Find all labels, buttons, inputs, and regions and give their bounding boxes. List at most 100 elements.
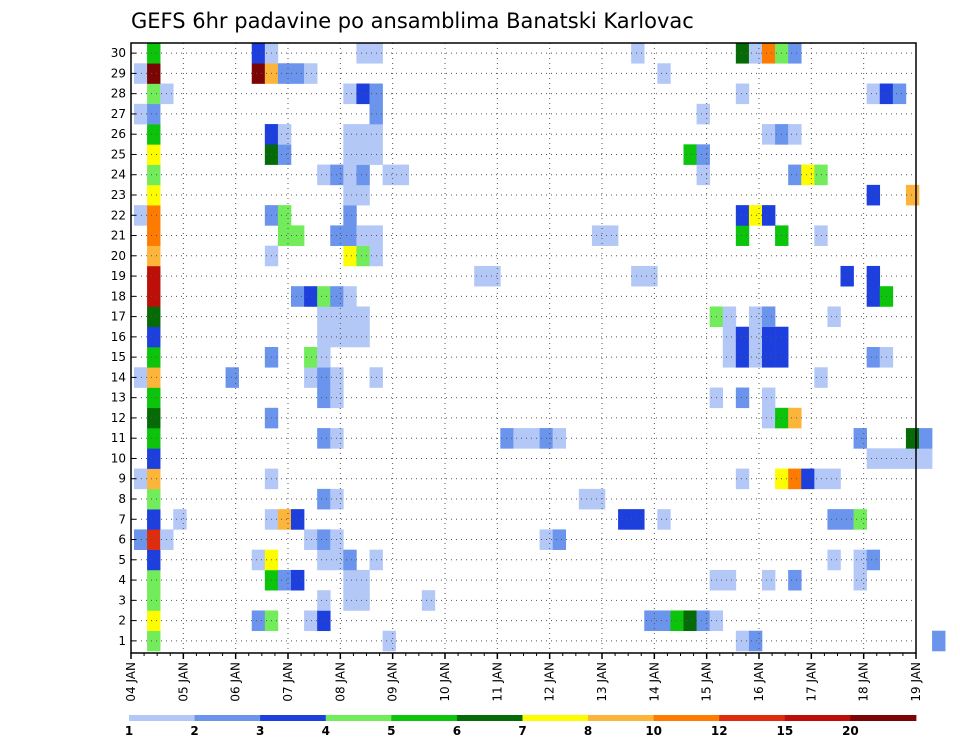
- precip-cell: [866, 286, 881, 307]
- precip-cell: [866, 347, 881, 368]
- precip-cell: [788, 407, 802, 429]
- y-tick-label: 7: [118, 512, 126, 526]
- grid-layer: [131, 43, 916, 653]
- precip-cell: [735, 43, 750, 64]
- precip-cell: [147, 468, 161, 490]
- precip-cell: [343, 549, 357, 571]
- colorbar-swatch: [194, 715, 261, 721]
- precip-cell: [722, 306, 737, 328]
- precip-cell: [657, 63, 671, 84]
- precip-cell: [762, 347, 776, 368]
- precip-cell: [840, 509, 854, 530]
- precip-cell: [304, 367, 318, 388]
- precip-cell: [147, 225, 161, 246]
- x-tick-label: 18 JAN: [857, 662, 871, 702]
- colorbar-label: 8: [584, 724, 592, 738]
- precip-cell: [735, 205, 750, 226]
- precip-cell: [788, 124, 802, 145]
- precip-cell: [277, 205, 292, 226]
- y-tick-label: 23: [111, 188, 126, 202]
- precip-cell: [866, 83, 881, 105]
- precip-cell: [147, 306, 161, 328]
- precip-cell: [892, 448, 907, 469]
- y-tick-label: 18: [111, 289, 126, 303]
- precip-cell: [657, 610, 671, 632]
- precip-cell: [317, 326, 331, 348]
- colorbar-swatch: [719, 715, 786, 721]
- x-tick-label: 17 JAN: [804, 662, 818, 702]
- y-tick-label: 19: [111, 269, 126, 283]
- precip-cell: [853, 569, 867, 591]
- y-tick-label: 14: [111, 370, 126, 384]
- precip-cell: [277, 509, 292, 530]
- precip-cell: [343, 286, 357, 307]
- precip-cell: [291, 225, 305, 246]
- colorbar-swatch: [129, 715, 195, 721]
- precip-cell: [631, 265, 645, 287]
- precip-cell: [788, 164, 802, 186]
- x-tick-label: 07 JAN: [281, 662, 295, 702]
- precip-cell: [134, 529, 148, 550]
- x-tick-label: 04 JAN: [124, 662, 138, 702]
- precip-cell: [317, 347, 331, 368]
- colorbar-swatch: [522, 715, 589, 721]
- precip-cell: [487, 265, 501, 287]
- y-tick-label: 10: [111, 451, 126, 465]
- precip-cell: [147, 387, 161, 409]
- colorbar-label: 12: [711, 724, 728, 738]
- precip-cell: [395, 164, 410, 186]
- precip-cell: [722, 347, 737, 368]
- colorbar-swatch: [456, 715, 523, 721]
- precip-cell: [147, 184, 161, 206]
- precip-cell: [147, 144, 161, 165]
- x-tick-label: 08 JAN: [333, 662, 347, 702]
- precip-cell: [343, 590, 357, 611]
- colorbar-label: 7: [518, 724, 526, 738]
- precip-cell: [578, 488, 593, 510]
- precip-cell: [905, 448, 920, 469]
- precip-cell: [748, 43, 763, 64]
- precip-cell: [722, 569, 737, 591]
- precip-cell: [147, 367, 161, 388]
- precip-cell: [277, 569, 292, 591]
- precip-cell: [317, 286, 331, 307]
- colorbar-label: 10: [645, 724, 662, 738]
- precip-cell: [735, 83, 750, 105]
- x-tick-label: 09 JAN: [386, 662, 400, 702]
- precip-cell: [722, 326, 737, 348]
- y-tick-label: 16: [111, 330, 126, 344]
- precip-cell: [631, 43, 645, 64]
- precip-cell: [683, 610, 697, 632]
- cells-layer: [134, 43, 946, 652]
- precip-cell: [552, 428, 567, 449]
- precip-cell: [748, 306, 763, 328]
- precip-cell: [696, 103, 710, 125]
- precip-cell: [147, 569, 161, 591]
- precip-cell: [696, 164, 710, 186]
- precip-cell: [356, 83, 370, 105]
- precip-cell: [762, 569, 776, 591]
- precip-cell: [853, 428, 867, 449]
- y-tick-label: 17: [111, 310, 126, 324]
- precip-cell: [356, 144, 370, 165]
- precip-cell: [343, 164, 357, 186]
- precip-cell: [657, 509, 671, 530]
- precip-cell: [147, 245, 161, 267]
- precip-cell: [735, 630, 750, 652]
- precip-cell: [291, 509, 305, 530]
- precip-cell: [552, 529, 567, 550]
- precip-cell: [827, 549, 841, 571]
- y-tick-label: 6: [118, 533, 126, 547]
- precip-cell: [317, 367, 331, 388]
- precip-cell: [474, 265, 488, 287]
- colorbar-swatch: [325, 715, 392, 721]
- y-tick-label: 9: [118, 472, 126, 486]
- precip-cell: [304, 286, 318, 307]
- y-tick-label: 22: [111, 208, 126, 222]
- precip-cell: [147, 265, 161, 287]
- colorbar-label: 1: [125, 724, 133, 738]
- precip-cell: [762, 43, 776, 64]
- colorbar-swatch: [850, 715, 917, 721]
- precip-cell: [919, 448, 933, 469]
- precip-cell: [905, 184, 920, 206]
